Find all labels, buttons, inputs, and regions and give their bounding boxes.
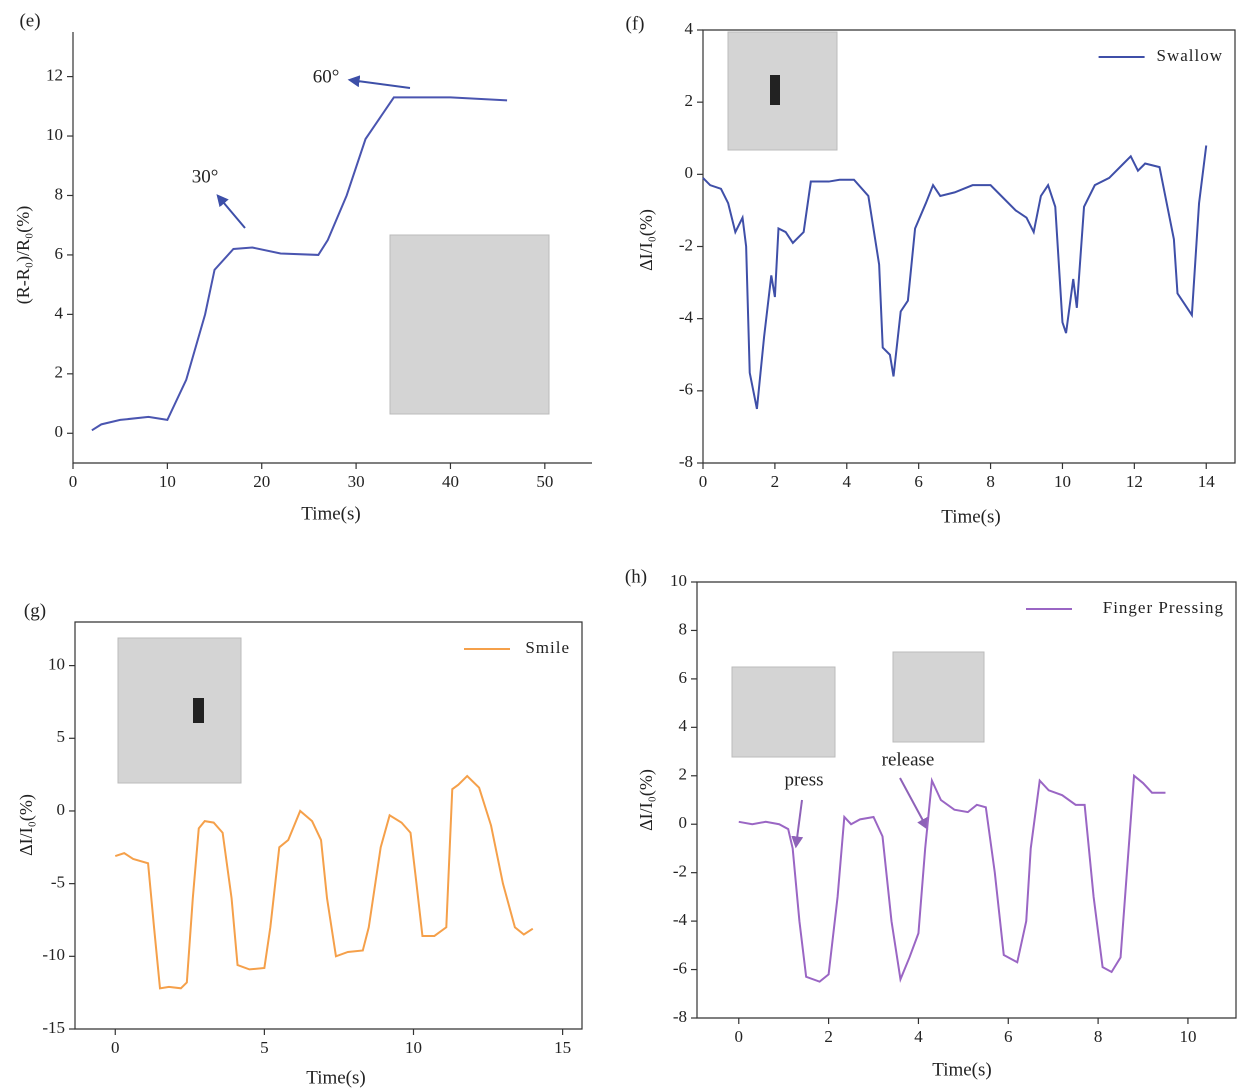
y-tick-label: 6 [679, 668, 688, 687]
annotation: 30° [192, 166, 219, 187]
y-tick-label: 10 [48, 655, 65, 674]
inset-photo [728, 32, 837, 150]
inset-photo [893, 652, 984, 742]
x-tick-label: 20 [253, 472, 270, 491]
data-line [703, 145, 1206, 408]
y-tick-label: -8 [673, 1007, 687, 1026]
panel-label: (h) [625, 566, 647, 587]
y-tick-label: -2 [673, 862, 687, 881]
y-tick-label: 0 [57, 800, 66, 819]
axes [697, 582, 1236, 1018]
arrow [900, 778, 927, 828]
y-tick-label: 4 [685, 19, 694, 38]
x-axis-label: Time(s) [301, 503, 360, 524]
data-line [115, 776, 533, 988]
x-axis-label: Time(s) [932, 1059, 991, 1080]
legend-label: Finger Pressing [1103, 598, 1224, 617]
y-tick-label: 2 [55, 363, 64, 382]
x-tick-label: 4 [843, 472, 852, 491]
y-tick-label: -6 [679, 380, 693, 399]
x-axis-label: Time(s) [941, 506, 1000, 527]
x-tick-label: 12 [1126, 472, 1143, 491]
y-axis-label: ΔI/I₀(%) [636, 769, 657, 831]
inset-photo [390, 235, 549, 414]
sensor [193, 698, 204, 723]
x-tick-label: 0 [69, 472, 78, 491]
y-tick-label: 10 [670, 571, 687, 590]
x-tick-label: 10 [1054, 472, 1071, 491]
x-tick-label: 4 [914, 1027, 923, 1046]
x-tick-label: 10 [405, 1038, 422, 1057]
x-tick-label: 50 [536, 472, 553, 491]
panel-label: (e) [19, 10, 40, 31]
y-tick-label: -2 [679, 235, 693, 254]
panel-label: (f) [626, 13, 645, 34]
y-tick-label: -8 [679, 452, 693, 471]
y-tick-label: 8 [679, 619, 688, 638]
legend-label: Smile [525, 638, 570, 657]
y-tick-label: -5 [51, 873, 65, 892]
x-tick-label: 2 [824, 1027, 833, 1046]
annotation: release [882, 749, 935, 770]
y-tick-label: 8 [55, 184, 64, 203]
x-tick-label: 0 [111, 1038, 120, 1057]
x-tick-label: 14 [1198, 472, 1216, 491]
x-tick-label: 8 [1094, 1027, 1103, 1046]
y-tick-label: 4 [55, 303, 64, 322]
x-tick-label: 0 [735, 1027, 744, 1046]
y-axis-label: (R-R₀)/R₀(%) [13, 206, 34, 305]
y-tick-label: 5 [57, 727, 66, 746]
y-axis-label: ΔI/I₀(%) [636, 209, 657, 271]
y-tick-label: 6 [55, 244, 64, 263]
y-tick-label: -4 [673, 910, 688, 929]
y-tick-label: 0 [679, 813, 688, 832]
arrow [796, 800, 802, 846]
y-tick-label: 4 [679, 716, 688, 735]
y-tick-label: 0 [55, 422, 64, 441]
figure: (e)01020304050024681012Time(s)(R-R₀)/R₀(… [0, 0, 1239, 1089]
arrow [350, 80, 410, 88]
panel-label: (g) [24, 600, 46, 621]
x-tick-label: 15 [554, 1038, 571, 1057]
legend-label: Swallow [1157, 46, 1224, 65]
x-tick-label: 40 [442, 472, 459, 491]
x-tick-label: 10 [159, 472, 176, 491]
annotation: press [784, 769, 823, 790]
x-tick-label: 2 [771, 472, 780, 491]
x-tick-label: 6 [1004, 1027, 1013, 1046]
y-tick-label: 2 [679, 765, 688, 784]
y-tick-label: -10 [42, 945, 65, 964]
y-tick-label: 2 [685, 91, 694, 110]
x-tick-label: 30 [348, 472, 365, 491]
x-tick-label: 0 [699, 472, 708, 491]
arrow [218, 196, 245, 228]
data-line [739, 776, 1166, 982]
y-tick-label: -6 [673, 958, 687, 977]
x-tick-label: 8 [986, 472, 995, 491]
y-tick-label: -4 [679, 308, 694, 327]
x-axis-label: Time(s) [306, 1067, 365, 1088]
x-tick-label: 5 [260, 1038, 269, 1057]
annotation: 60° [313, 66, 340, 87]
inset-photo [118, 638, 241, 783]
x-tick-label: 6 [914, 472, 923, 491]
y-tick-label: 12 [46, 65, 63, 84]
y-tick-label: -15 [42, 1018, 65, 1037]
inset-photo [732, 667, 835, 757]
y-tick-label: 10 [46, 125, 63, 144]
y-axis-label: ΔI/I₀(%) [16, 794, 37, 856]
y-tick-label: 0 [685, 163, 694, 182]
x-tick-label: 10 [1179, 1027, 1196, 1046]
sensor [770, 75, 780, 105]
